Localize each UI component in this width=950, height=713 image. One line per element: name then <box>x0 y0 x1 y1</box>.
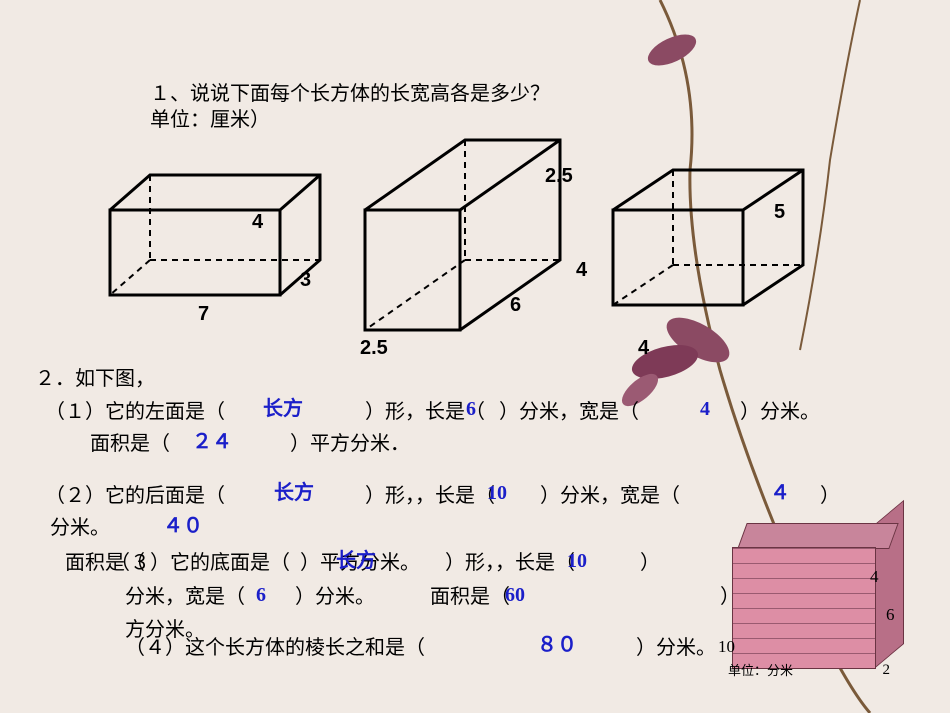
pink-box <box>732 523 902 683</box>
box-length: 10 <box>718 635 735 659</box>
q2-c2: 10 <box>567 547 587 575</box>
q2-c3: 6 <box>256 581 266 609</box>
q1-text: １、说说下面每个长方体的长宽高各是多少？ <box>150 80 550 108</box>
cuboid-b-depth: 6 <box>510 291 521 319</box>
q2-l1e: 面积是（ <box>90 430 170 458</box>
cuboid-c-depth: 5 <box>774 198 785 226</box>
q2-b2: 10 <box>487 479 507 507</box>
q2-l3a: （３）它的底面是（ <box>110 549 290 577</box>
q2-l2c: ）分米，宽是（ <box>540 482 680 510</box>
box-height: 4 <box>870 565 879 589</box>
q2-c4: 60 <box>505 581 525 609</box>
q2-c1: 长方 <box>336 547 376 575</box>
q2-l1f: ）平方分米． <box>290 430 410 458</box>
q2-l3g: 面积是（ <box>430 583 510 611</box>
q2-l1c: ）分米，宽是（ <box>499 398 639 426</box>
q2-l1d: ）分米。 <box>740 398 820 426</box>
cuboid-a-length: 7 <box>198 300 209 328</box>
box-unit: 单位：分米 <box>728 662 793 680</box>
q2-l4b: ）分米。 <box>636 634 716 662</box>
q2-l3e: 分米，宽是（ <box>125 583 245 611</box>
box-width: 6 <box>886 603 895 627</box>
cuboid-c <box>598 155 818 330</box>
cuboid-a-depth: 3 <box>300 266 311 294</box>
q2-heading: ２．如下图， <box>35 365 155 393</box>
page-number: 2 <box>883 660 891 681</box>
q2-l1a: （１）它的左面是（ <box>45 398 225 426</box>
q2-a4: ２４ <box>192 428 232 456</box>
q2-b1: 长方 <box>274 479 314 507</box>
q2-l2d: ） <box>820 482 840 510</box>
cuboid-b-length: 2.5 <box>360 334 388 362</box>
cuboid-b-height: 2.5 <box>545 162 573 190</box>
q2-l3c: ）形，，长是（ <box>445 549 575 577</box>
q2-d1: ８０ <box>537 631 577 659</box>
q2-l3d: ） <box>640 549 660 577</box>
cuboid-c-height: 4 <box>576 256 587 284</box>
q2-l2e: 分米。 <box>50 514 110 542</box>
q1-unit: 单位：厘米） <box>150 106 270 134</box>
cuboid-a-height: 4 <box>252 208 263 236</box>
q2-l3f: ）分米。 <box>295 583 375 611</box>
q2-l4a: （４）这个长方体的棱长之和是（ <box>125 634 425 662</box>
cuboid-a <box>90 160 340 330</box>
q2-l2b: ）形，，长是（ <box>365 482 495 510</box>
q2-a2: 6 <box>466 395 476 423</box>
q2-a3: 4 <box>700 395 710 423</box>
q2-l2a: （２）它的后面是（ <box>45 482 225 510</box>
q2-b4: ４０ <box>163 512 203 540</box>
q2-a1: 长方 <box>263 395 303 423</box>
cuboid-c-length: 4 <box>638 334 649 362</box>
slide: １、说说下面每个长方体的长宽高各是多少？ 单位：厘米） 7 3 4 2 <box>0 0 950 713</box>
q2-b3: ４ <box>770 479 790 507</box>
